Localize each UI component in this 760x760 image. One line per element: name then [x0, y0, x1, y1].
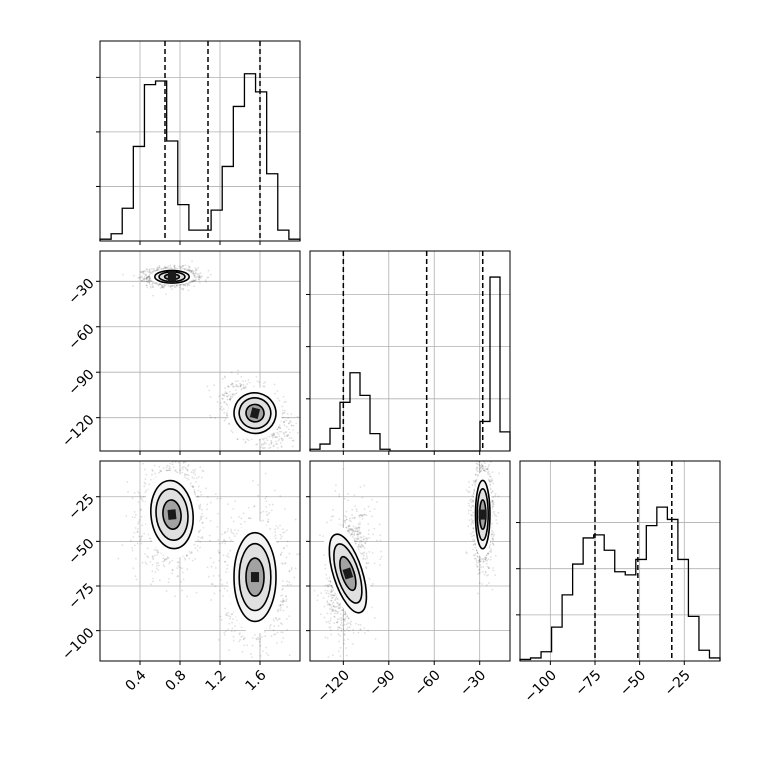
- hist-p2-grid: [520, 461, 720, 661]
- density-peak: [249, 407, 261, 419]
- y-tick-label: −25: [65, 491, 97, 523]
- x-tick-label: 1.2: [203, 667, 230, 694]
- x-tick-label: 0.4: [123, 667, 150, 694]
- y-tick-label: −100: [59, 625, 98, 664]
- hist-p0-grid: [100, 41, 300, 241]
- hist-p2-bars: [519, 506, 721, 661]
- x-tick-label: −30: [457, 667, 489, 699]
- x-tick-label: −100: [521, 667, 560, 706]
- density-peak: [168, 271, 176, 282]
- y-tick-label: −30: [65, 276, 97, 308]
- x-tick-label: −90: [366, 667, 398, 699]
- density-peak: [342, 567, 354, 580]
- y-tick-label: −60: [65, 321, 97, 353]
- x-tick-label: 1.6: [243, 667, 270, 694]
- hist-p1-bars: [309, 276, 511, 452]
- hist-p0-bars: [99, 73, 301, 241]
- x-tick-label: −25: [662, 667, 694, 699]
- pair-p1-p2-density: [313, 461, 501, 659]
- pair-p0-p1-samples: [122, 260, 300, 451]
- density-peak: [251, 572, 259, 583]
- x-tick-label: −50: [617, 667, 649, 699]
- pair-p0-p1-frame: [99, 250, 301, 452]
- y-tick-label: −75: [65, 580, 97, 612]
- pair-p0-p2-frame: [99, 460, 301, 662]
- hist-p2-frame: [519, 460, 721, 662]
- y-tick-label: −120: [59, 412, 98, 451]
- x-tick-label: −60: [412, 667, 444, 699]
- hist-p0-frame: [99, 40, 301, 242]
- x-tick-label: −75: [572, 667, 604, 699]
- y-tick-label: −50: [65, 536, 97, 568]
- density-peak: [478, 509, 487, 520]
- x-tick-label: 0.8: [163, 667, 190, 694]
- x-tick-label: −120: [314, 667, 353, 706]
- y-tick-label: −90: [65, 367, 97, 399]
- pair-p1-p2-frame: [309, 460, 511, 662]
- hist-p1-frame: [309, 250, 511, 452]
- pair-p0-p2-density: [117, 461, 300, 661]
- pair-p0-p1-density: [122, 260, 300, 451]
- density-peak: [167, 509, 177, 520]
